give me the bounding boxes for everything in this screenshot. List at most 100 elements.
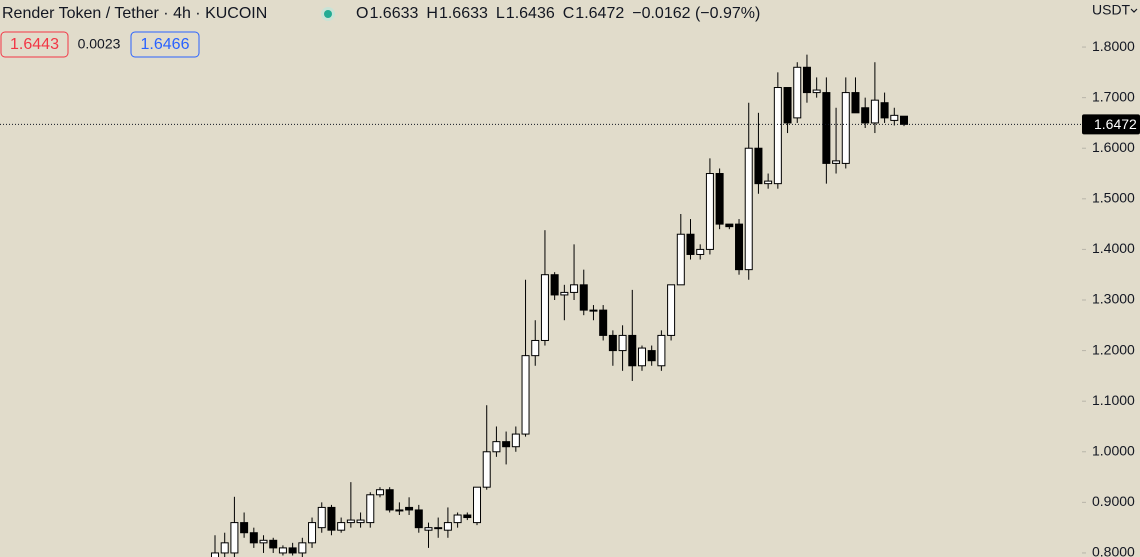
candle-body bbox=[531, 339, 540, 357]
ohlc-key: H bbox=[426, 5, 438, 22]
currency[interactable]: USDT bbox=[1092, 2, 1131, 18]
y-tick-label: 1.1000 bbox=[1092, 392, 1135, 408]
candle-body bbox=[308, 522, 317, 544]
candle-body bbox=[822, 92, 831, 164]
candle-body bbox=[414, 509, 423, 529]
candle-body bbox=[744, 147, 753, 271]
candle-body bbox=[570, 284, 579, 293]
candle-body bbox=[618, 334, 627, 352]
candle-body bbox=[735, 223, 744, 271]
candle-body bbox=[686, 233, 695, 255]
candle-body bbox=[366, 494, 375, 524]
ohlc-value: 1.6633 bbox=[439, 5, 488, 22]
candle-body bbox=[764, 180, 773, 185]
candle-body bbox=[560, 291, 569, 296]
candle-body bbox=[473, 486, 482, 524]
candle-body bbox=[637, 347, 646, 367]
y-tick-label: 1.0000 bbox=[1092, 442, 1135, 458]
candle-body bbox=[579, 284, 588, 311]
ohlc-value: 1.6436 bbox=[506, 5, 555, 22]
ohlc-key: L bbox=[496, 5, 505, 22]
change: −0.0162 (−0.97%) bbox=[632, 5, 760, 22]
candle-body bbox=[851, 92, 860, 114]
candle-body bbox=[211, 552, 219, 557]
candle-body bbox=[667, 284, 676, 336]
y-tick-label: 1.5000 bbox=[1092, 190, 1135, 206]
candle-body bbox=[317, 506, 326, 529]
currency-chevron[interactable] bbox=[1130, 8, 1138, 13]
candle-body bbox=[482, 451, 491, 488]
candle-body bbox=[278, 547, 287, 554]
candle-body bbox=[773, 87, 782, 185]
y-tick-label: 1.2000 bbox=[1092, 341, 1135, 357]
candle-body bbox=[647, 350, 656, 362]
ohlc-value: 1.6472 bbox=[575, 5, 624, 22]
candle-body bbox=[705, 173, 714, 250]
plot-area: 0.8000 0.9000 1.0000 1.1000 1.2000 1.3000 1.40… bbox=[0, 38, 1140, 557]
y-tick-label: 0.9000 bbox=[1092, 493, 1135, 509]
candle-body bbox=[288, 547, 297, 554]
candle-body bbox=[783, 87, 792, 124]
y-tick-label: 1.7000 bbox=[1092, 88, 1135, 104]
buy-box[interactable] bbox=[130, 31, 200, 58]
candle-body bbox=[676, 233, 685, 286]
y-tick-label: 0.8000 bbox=[1092, 544, 1135, 557]
last-price-box bbox=[1082, 114, 1140, 135]
candle-body bbox=[589, 309, 598, 312]
candle-body bbox=[453, 514, 462, 524]
status-dot bbox=[324, 10, 332, 18]
candle-body bbox=[327, 506, 336, 531]
candle-body bbox=[463, 514, 472, 519]
candle-body bbox=[861, 107, 870, 124]
candle-body bbox=[395, 509, 404, 512]
candle-body bbox=[841, 92, 850, 164]
y-tick-label: 1.4000 bbox=[1092, 240, 1135, 256]
candle-body bbox=[385, 489, 394, 511]
candle-body bbox=[269, 539, 278, 549]
y-tick-label: 1.3000 bbox=[1092, 291, 1135, 307]
candle-body bbox=[230, 522, 239, 554]
candle-body bbox=[298, 542, 307, 554]
ohlc-value: 1.6633 bbox=[369, 5, 418, 22]
candle-body bbox=[754, 147, 763, 185]
candle-body bbox=[793, 66, 802, 119]
candle-body bbox=[443, 522, 452, 531]
candle-body bbox=[346, 519, 355, 524]
candle-body bbox=[337, 522, 346, 531]
candle-body bbox=[492, 441, 501, 453]
sell-price: 1.6443 bbox=[10, 36, 59, 53]
candle-body bbox=[424, 527, 433, 531]
ohlc-key: C bbox=[563, 5, 575, 22]
chart-title: Render Token / Tether · 4h · KUCOIN bbox=[2, 5, 267, 22]
candle-body bbox=[550, 274, 559, 296]
y-tick-label: 1.6000 bbox=[1092, 139, 1135, 155]
buy-price: 1.6466 bbox=[141, 36, 190, 53]
ohlc-key: O bbox=[356, 5, 368, 22]
candle-body bbox=[608, 334, 617, 352]
candle-body bbox=[375, 489, 384, 496]
candle-body bbox=[657, 334, 666, 367]
candle-body bbox=[870, 99, 879, 124]
candle-body bbox=[900, 115, 908, 125]
candle-body bbox=[832, 160, 841, 164]
candle-body bbox=[812, 89, 821, 94]
candle-body bbox=[890, 114, 899, 121]
last-price-label: 1.6472 bbox=[1094, 116, 1137, 132]
sell-box[interactable] bbox=[0, 31, 69, 58]
candle-body bbox=[521, 355, 530, 435]
candle-body bbox=[715, 173, 724, 225]
candle-body bbox=[540, 274, 549, 341]
candle-body bbox=[511, 433, 520, 448]
y-tick-label: 1.8000 bbox=[1092, 38, 1135, 54]
candle-body bbox=[696, 248, 705, 255]
candle-body bbox=[249, 532, 258, 544]
candle-body bbox=[405, 506, 414, 511]
candle-body bbox=[880, 102, 889, 119]
spread: 0.0023 bbox=[78, 36, 121, 52]
candle-body bbox=[502, 441, 511, 448]
candle-body bbox=[259, 539, 268, 544]
candle-body bbox=[725, 223, 734, 228]
